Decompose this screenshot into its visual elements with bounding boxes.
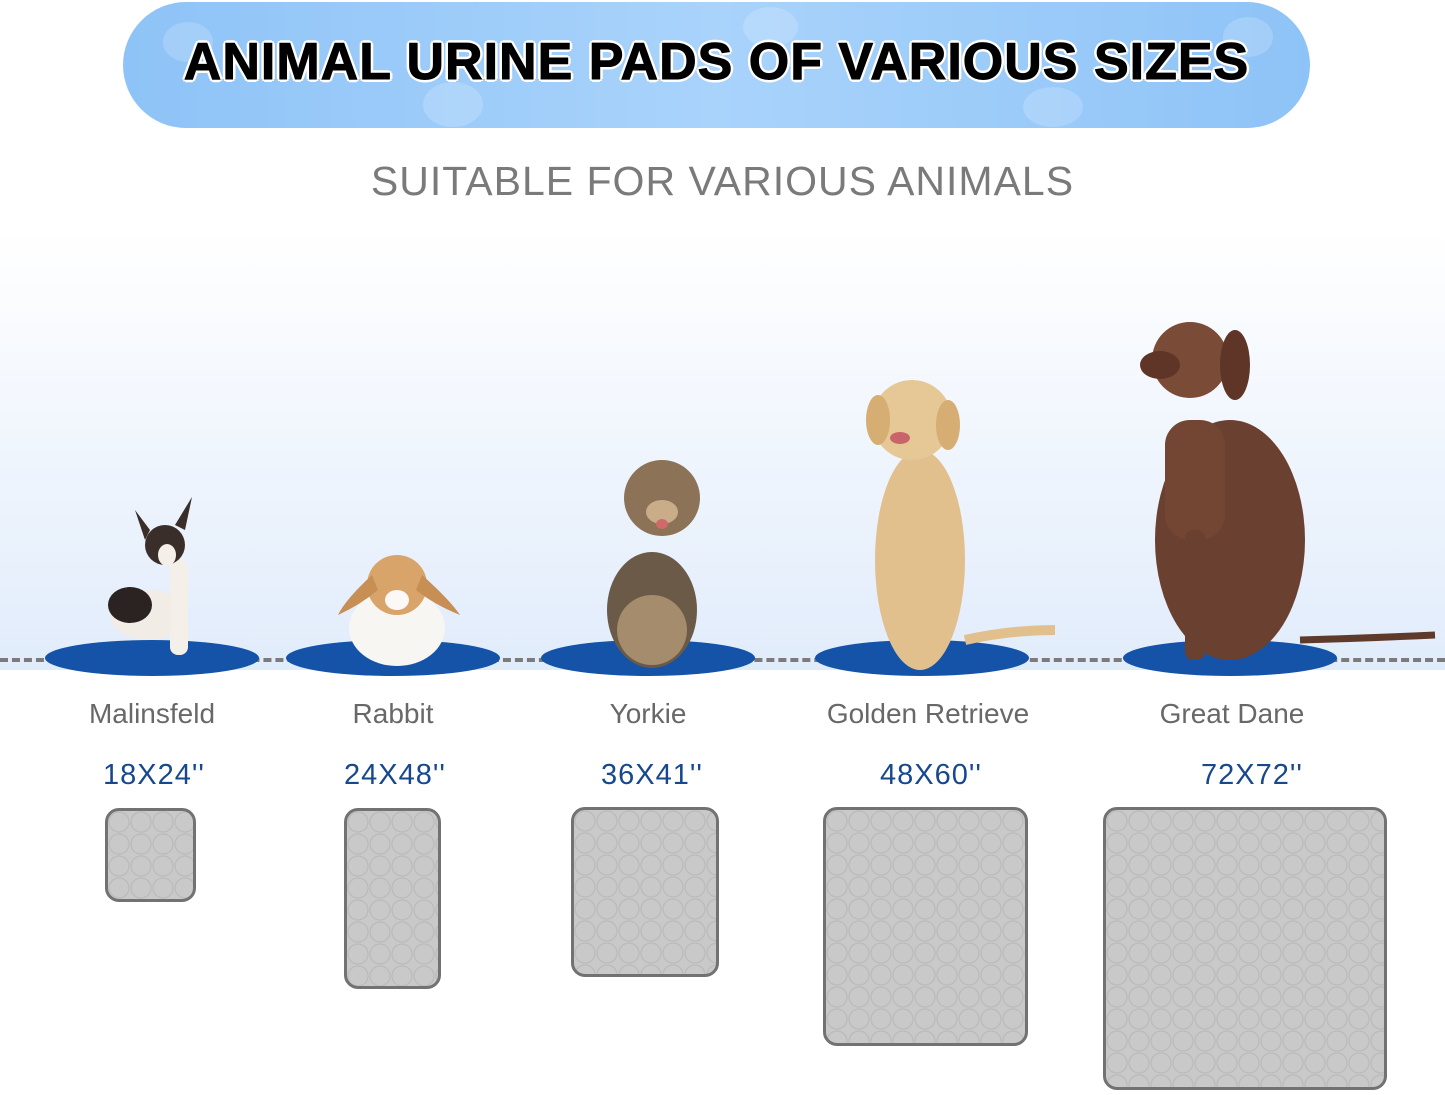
size-label: 72X72'' <box>1201 759 1303 791</box>
pad-24x48 <box>344 808 441 989</box>
chihuahua-image <box>108 497 192 655</box>
size-label: 18X24'' <box>103 759 205 791</box>
title-banner: ANIMAL URINE PADS OF VARIOUS SIZES <box>123 2 1310 128</box>
mat-chihuahua <box>45 640 259 676</box>
pad-72x72 <box>1103 807 1387 1090</box>
animal-label: Rabbit <box>352 698 434 729</box>
animal-label: Golden Retrieve <box>826 698 1030 729</box>
animal-label: Great Dane <box>1159 698 1305 729</box>
animal-label: Malinsfeld <box>88 698 216 729</box>
pad-36x41 <box>571 807 719 977</box>
animal-label: Yorkie <box>609 698 687 729</box>
golden-retriever-image <box>866 380 1056 670</box>
subtitle: SUITABLE FOR VARIOUS ANIMALS <box>370 158 1075 204</box>
great-dane-image <box>1140 322 1436 660</box>
size-label: 24X48'' <box>344 759 446 791</box>
size-label: 36X41'' <box>601 759 703 791</box>
size-label: 48X60'' <box>880 759 982 791</box>
rabbit-image <box>338 555 460 666</box>
yorkie-image <box>607 460 700 668</box>
pad-48x60 <box>823 807 1028 1046</box>
animal-illustrations <box>108 322 1436 670</box>
page-title: ANIMAL URINE PADS OF VARIOUS SIZES <box>183 33 1250 92</box>
pad-18x24 <box>105 808 196 902</box>
